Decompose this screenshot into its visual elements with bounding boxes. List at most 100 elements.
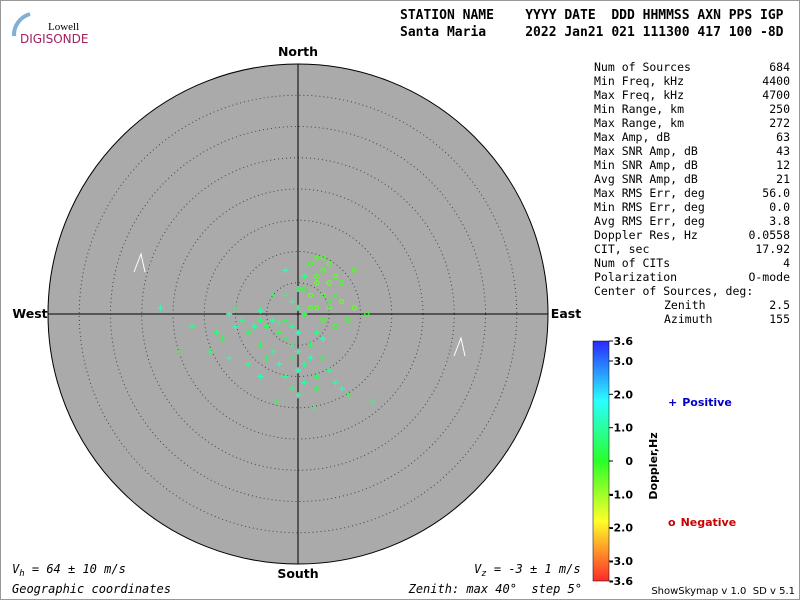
vz-sub: z xyxy=(481,569,486,579)
stat-value: 56.0 xyxy=(762,186,790,200)
source-negative xyxy=(307,305,314,311)
source-negative xyxy=(326,298,332,305)
stat-value: 4700 xyxy=(762,88,790,102)
source-negative xyxy=(364,311,370,317)
stat-value: 43 xyxy=(776,144,790,158)
source-positive xyxy=(207,348,214,355)
stat-value: 12 xyxy=(776,158,790,172)
legend-entry: + Positive xyxy=(668,396,732,409)
source-positive xyxy=(282,336,289,342)
stat-label: Max RMS Err, deg xyxy=(594,186,705,200)
source-positive xyxy=(282,267,289,274)
source-positive xyxy=(326,367,333,374)
source-positive xyxy=(157,304,164,311)
stat-value: O-mode xyxy=(748,270,790,284)
center-label: Azimuth xyxy=(664,312,712,326)
vh-sub: h xyxy=(19,569,24,579)
source-positive xyxy=(276,320,283,327)
source-positive xyxy=(301,311,308,317)
source-positive xyxy=(270,292,276,299)
coords-label: Geographic coordinates xyxy=(12,582,171,596)
stat-label: Avg SNR Amp, dB xyxy=(594,172,698,186)
stat-label: Num of Sources xyxy=(594,60,691,74)
stat-value: 4 xyxy=(783,256,790,270)
compass-south: South xyxy=(277,566,318,581)
stat-value: 21 xyxy=(776,172,790,186)
stat-label: Max Amp, dB xyxy=(594,130,670,144)
header-columns: STATION NAME YYYY DATE DDD HHMMSS AXN PP… xyxy=(400,8,784,23)
stat-label: Min SNR Amp, dB xyxy=(594,158,698,172)
source-positive xyxy=(176,348,183,355)
source-negative xyxy=(332,292,339,298)
colorbar-tick-label: -2.0 xyxy=(609,522,633,535)
source-positive xyxy=(282,317,289,324)
source-positive xyxy=(226,354,233,361)
stat-value: 3.8 xyxy=(769,214,790,228)
stat-label: Min Freq, kHz xyxy=(594,74,684,88)
marker-glyph xyxy=(453,336,466,357)
legend-name: Negative xyxy=(681,516,737,529)
legend-marker: o xyxy=(668,516,676,529)
source-positive xyxy=(232,304,239,311)
vh-text: = 64 ± 10 m/s xyxy=(25,562,126,576)
source-positive xyxy=(295,329,301,336)
center-value: 155 xyxy=(769,312,790,326)
source-positive xyxy=(257,342,264,349)
source-positive xyxy=(245,361,251,367)
compass-west: West xyxy=(12,306,47,321)
source-positive xyxy=(251,323,258,330)
stat-value: 0.0558 xyxy=(748,228,790,242)
source-positive xyxy=(226,311,233,317)
source-positive xyxy=(270,317,276,324)
center-label: Zenith xyxy=(664,298,706,312)
source-positive xyxy=(232,323,239,330)
source-positive xyxy=(320,336,326,342)
stat-label: Min RMS Err, deg xyxy=(594,200,705,214)
vz-label: Vz = -3 ± 1 m/s xyxy=(474,562,581,579)
source-negative xyxy=(314,280,320,286)
source-positive xyxy=(288,298,295,305)
source-negative xyxy=(314,273,320,280)
source-positive xyxy=(295,348,301,355)
source-positive xyxy=(263,323,270,330)
source-positive xyxy=(301,273,308,280)
stat-label: Doppler Res, Hz xyxy=(594,228,698,242)
source-negative xyxy=(307,261,314,267)
source-negative xyxy=(332,273,339,280)
source-negative xyxy=(339,298,345,305)
legend-entry: o Negative xyxy=(668,516,736,529)
source-negative xyxy=(326,261,332,267)
source-positive xyxy=(245,329,251,336)
source-positive xyxy=(282,292,289,299)
source-positive xyxy=(263,354,270,361)
stat-label: Polarization xyxy=(594,270,677,284)
stat-value: 0.0 xyxy=(769,200,790,214)
version-label: ShowSkymap v 1.0 SD v 5.1 xyxy=(651,586,795,597)
logo-bottom: DIGISONDE xyxy=(20,32,88,46)
source-positive xyxy=(301,379,308,386)
source-negative xyxy=(307,292,314,298)
source-positive xyxy=(288,323,295,330)
stat-value: 250 xyxy=(769,102,790,116)
vz-symbol: V xyxy=(474,562,482,576)
source-positive xyxy=(295,304,301,311)
colorbar-tick-label: -3.6 xyxy=(609,575,633,588)
source-negative xyxy=(314,305,320,311)
source-positive xyxy=(295,392,301,399)
source-negative xyxy=(339,280,345,286)
stat-label: Num of CITs xyxy=(594,256,670,270)
source-negative xyxy=(351,305,357,311)
colorbar-tick-label: 2.0 xyxy=(614,388,634,401)
source-positive xyxy=(288,354,295,361)
vh-label: Vh = 64 ± 10 m/s xyxy=(12,562,126,579)
source-positive xyxy=(257,373,264,380)
source-positive xyxy=(345,392,351,399)
colorbar-tick-label: -1.0 xyxy=(609,488,633,501)
source-negative xyxy=(320,255,326,261)
source-positive xyxy=(338,386,345,392)
stat-value: 4400 xyxy=(762,74,790,88)
source-positive xyxy=(332,379,339,386)
stat-value: 684 xyxy=(769,60,790,74)
stat-value: 63 xyxy=(776,130,790,144)
